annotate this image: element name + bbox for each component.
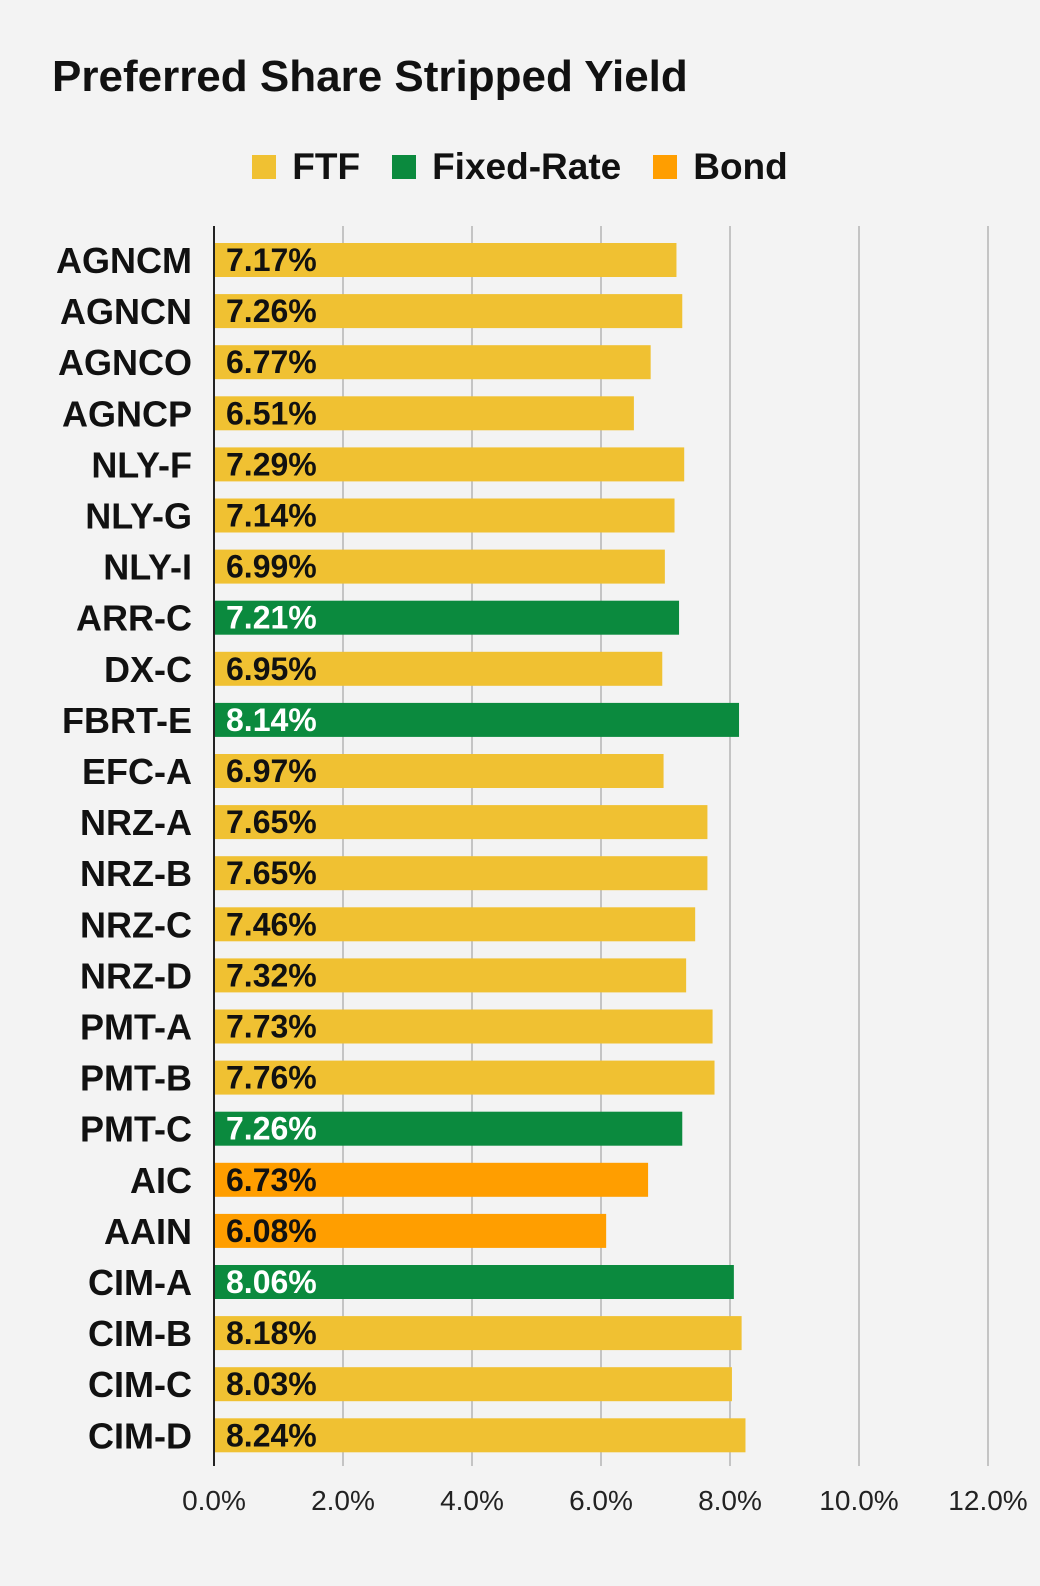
value-label-nrz-b: 7.65%: [226, 855, 317, 891]
category-label-cim-c: CIM-C: [88, 1364, 192, 1405]
bar-agnco: [214, 345, 651, 380]
category-label-nly-f: NLY-F: [91, 444, 192, 485]
legend-item-ftf: FTF: [252, 146, 360, 188]
category-label-arr-c: ARR-C: [76, 598, 192, 639]
category-label-cim-a: CIM-A: [88, 1262, 192, 1303]
x-tick-label-5: 10.0%: [819, 1485, 898, 1516]
bar-cim-a: [214, 1265, 734, 1299]
value-label-nly-g: 7.14%: [226, 498, 317, 534]
category-label-agncn: AGNCN: [60, 291, 192, 332]
category-label-aic: AIC: [130, 1160, 192, 1201]
bar-aain: [214, 1213, 607, 1248]
legend-item-bond: Bond: [653, 146, 788, 188]
bar-nly-i: [214, 549, 665, 584]
bar-nrz-d: [214, 958, 687, 993]
value-label-arr-c: 7.21%: [226, 600, 317, 636]
legend-label-bond: Bond: [693, 146, 788, 187]
category-label-agncm: AGNCM: [56, 240, 192, 281]
category-label-pmt-c: PMT-C: [80, 1109, 192, 1150]
bar-cim-c: [214, 1367, 732, 1402]
category-label-efc-a: EFC-A: [82, 751, 192, 792]
category-label-cim-d: CIM-D: [88, 1415, 192, 1456]
category-label-cim-b: CIM-B: [88, 1313, 192, 1354]
value-label-nly-i: 6.99%: [226, 549, 317, 585]
value-label-efc-a: 6.97%: [226, 753, 317, 789]
value-label-cim-d: 8.24%: [226, 1417, 317, 1453]
category-label-nrz-a: NRZ-A: [80, 802, 192, 843]
bar-arr-c: [214, 600, 680, 635]
category-label-dx-c: DX-C: [104, 649, 192, 690]
x-tick-label-6: 12.0%: [948, 1485, 1027, 1516]
bar-nrz-b: [214, 856, 708, 891]
bar-nly-g: [214, 498, 675, 533]
category-label-agncp: AGNCP: [62, 393, 192, 434]
bar-fbrt-e: [214, 702, 740, 737]
value-label-agncn: 7.26%: [226, 293, 317, 329]
bar-nrz-c: [214, 907, 696, 942]
value-label-agncp: 6.51%: [226, 395, 317, 431]
bar-dx-c: [214, 651, 663, 686]
value-label-nrz-c: 7.46%: [226, 906, 317, 942]
legend-item-fixed-rate: Fixed-Rate: [392, 146, 621, 188]
chart-title: Preferred Share Stripped Yield: [52, 52, 688, 101]
bar-nly-f: [214, 447, 685, 482]
value-label-pmt-a: 7.73%: [226, 1009, 317, 1045]
chart-legend: FTF Fixed-Rate Bond: [0, 146, 1040, 188]
x-tick-label-2: 4.0%: [440, 1485, 504, 1516]
bar-cim-d: [214, 1418, 746, 1453]
value-label-nly-f: 7.29%: [226, 446, 317, 482]
legend-label-fixed-rate: Fixed-Rate: [432, 146, 622, 187]
bar-agncp: [214, 396, 634, 431]
bar-cim-b: [214, 1316, 742, 1351]
legend-swatch-fixed-rate: [392, 155, 417, 179]
bar-pmt-a: [214, 1009, 713, 1044]
value-label-agncm: 7.17%: [226, 242, 317, 278]
bar-efc-a: [214, 754, 664, 788]
value-label-fbrt-e: 8.14%: [226, 702, 317, 738]
legend-swatch-bond: [653, 155, 678, 179]
bar-pmt-c: [214, 1111, 683, 1146]
bar-nrz-a: [214, 805, 708, 840]
value-label-dx-c: 6.95%: [226, 651, 317, 687]
value-label-cim-b: 8.18%: [226, 1315, 317, 1351]
value-label-cim-c: 8.03%: [226, 1366, 317, 1402]
category-label-nly-i: NLY-I: [103, 547, 192, 588]
value-label-aain: 6.08%: [226, 1213, 317, 1249]
category-label-nrz-b: NRZ-B: [80, 853, 192, 894]
value-label-aic: 6.73%: [226, 1162, 317, 1198]
value-label-nrz-d: 7.32%: [226, 957, 317, 993]
category-label-pmt-b: PMT-B: [80, 1058, 192, 1099]
value-label-cim-a: 8.06%: [226, 1264, 317, 1300]
value-label-pmt-b: 7.76%: [226, 1060, 317, 1096]
bar-agncn: [214, 294, 683, 329]
x-tick-label-1: 2.0%: [311, 1485, 375, 1516]
value-label-nrz-a: 7.65%: [226, 804, 317, 840]
legend-swatch-ftf: [252, 155, 277, 179]
value-label-pmt-c: 7.26%: [226, 1111, 317, 1147]
x-tick-label-3: 6.0%: [569, 1485, 633, 1516]
value-label-agnco: 6.77%: [226, 344, 317, 380]
category-label-pmt-a: PMT-A: [80, 1007, 192, 1048]
x-tick-label-0: 0.0%: [182, 1485, 246, 1516]
bar-agncm: [214, 243, 677, 277]
bar-pmt-b: [214, 1060, 715, 1095]
category-label-agnco: AGNCO: [58, 342, 192, 383]
legend-label-ftf: FTF: [292, 146, 361, 187]
category-label-aain: AAIN: [104, 1211, 192, 1252]
bar-aic: [214, 1162, 649, 1197]
category-label-nrz-c: NRZ-C: [80, 904, 192, 945]
category-label-nly-g: NLY-G: [85, 496, 192, 537]
x-tick-label-4: 8.0%: [698, 1485, 762, 1516]
category-label-fbrt-e: FBRT-E: [62, 700, 192, 741]
category-label-nrz-d: NRZ-D: [80, 955, 192, 996]
